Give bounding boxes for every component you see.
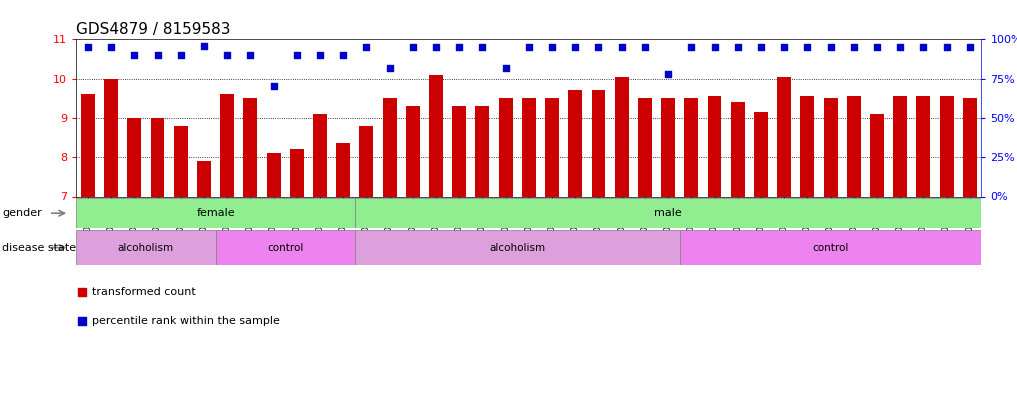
Bar — [614, 77, 629, 196]
Bar — [197, 161, 211, 196]
Bar — [266, 153, 281, 196]
Point — [149, 52, 166, 58]
Bar — [220, 94, 234, 196]
Bar — [359, 126, 373, 196]
Bar — [545, 98, 559, 196]
Bar — [76, 230, 216, 265]
Point — [660, 71, 676, 77]
Bar — [940, 96, 954, 196]
Point — [567, 44, 584, 50]
Point — [335, 52, 351, 58]
Point — [79, 44, 96, 50]
Point — [799, 44, 816, 50]
Bar — [708, 96, 721, 196]
Point — [915, 44, 932, 50]
Text: percentile rank within the sample: percentile rank within the sample — [93, 316, 280, 326]
Bar — [754, 112, 768, 196]
Text: GDS4879 / 8159583: GDS4879 / 8159583 — [76, 22, 231, 37]
Point — [428, 44, 444, 50]
Bar — [355, 198, 981, 228]
Text: disease state: disease state — [2, 242, 76, 253]
Bar — [916, 96, 931, 196]
Text: female: female — [196, 208, 235, 218]
Bar — [313, 114, 326, 196]
Text: male: male — [654, 208, 682, 218]
Point — [219, 52, 235, 58]
Point — [939, 44, 955, 50]
Bar — [127, 118, 141, 196]
Bar — [870, 114, 884, 196]
Bar — [569, 90, 582, 196]
Point — [869, 44, 885, 50]
Bar — [661, 98, 675, 196]
Point — [637, 44, 653, 50]
Bar — [406, 106, 420, 196]
Bar — [592, 90, 605, 196]
Point — [590, 44, 606, 50]
Point — [126, 52, 142, 58]
Bar — [684, 98, 699, 196]
Point — [823, 44, 839, 50]
Bar — [104, 79, 118, 196]
Point — [381, 64, 398, 71]
Bar — [337, 143, 350, 196]
Point — [103, 44, 119, 50]
Bar — [847, 96, 860, 196]
Point — [544, 44, 560, 50]
Point — [265, 83, 282, 90]
Point — [962, 44, 978, 50]
Bar — [355, 230, 679, 265]
Text: alcoholism: alcoholism — [489, 242, 545, 253]
Bar — [893, 96, 907, 196]
Bar — [638, 98, 652, 196]
Text: control: control — [267, 242, 303, 253]
Point — [474, 44, 490, 50]
Point — [497, 64, 514, 71]
Point — [521, 44, 537, 50]
Bar — [151, 118, 165, 196]
Bar — [290, 149, 304, 196]
Bar — [216, 230, 355, 265]
Point — [312, 52, 328, 58]
Point — [196, 42, 213, 49]
Bar — [429, 75, 443, 196]
Text: transformed count: transformed count — [93, 287, 196, 297]
Bar — [498, 98, 513, 196]
Bar — [453, 106, 466, 196]
Bar — [777, 77, 791, 196]
Point — [358, 44, 374, 50]
Point — [845, 44, 861, 50]
Point — [892, 44, 908, 50]
Bar — [731, 102, 744, 196]
Text: gender: gender — [2, 208, 42, 218]
Text: alcoholism: alcoholism — [118, 242, 174, 253]
Point — [242, 52, 258, 58]
Bar — [76, 198, 355, 228]
Bar — [81, 94, 95, 196]
Bar — [174, 126, 188, 196]
Bar — [824, 98, 838, 196]
Text: control: control — [813, 242, 849, 253]
Point — [173, 52, 189, 58]
Bar — [800, 96, 815, 196]
Point — [613, 44, 630, 50]
Point — [347, 169, 363, 176]
Point — [707, 44, 723, 50]
Point — [405, 44, 421, 50]
Point — [729, 44, 745, 50]
Bar — [679, 230, 981, 265]
Bar — [243, 98, 257, 196]
Bar — [382, 98, 397, 196]
Point — [289, 52, 305, 58]
Bar — [476, 106, 489, 196]
Point — [452, 44, 468, 50]
Point — [753, 44, 769, 50]
Point — [683, 44, 700, 50]
Bar — [522, 98, 536, 196]
Point — [776, 44, 792, 50]
Bar — [963, 98, 976, 196]
